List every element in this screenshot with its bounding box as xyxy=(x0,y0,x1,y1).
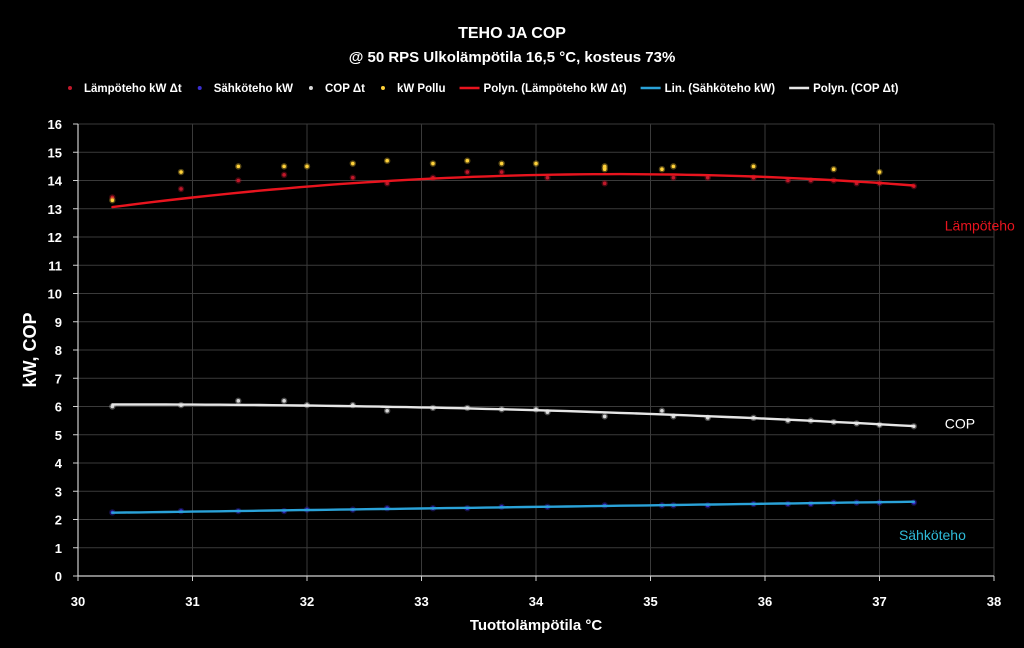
data-point xyxy=(282,164,286,169)
annotations: Lämpöteho COP Sähköteho xyxy=(899,218,1015,543)
y-tick-label: 9 xyxy=(55,315,62,330)
legend-marker xyxy=(68,86,72,90)
y-tick-label: 2 xyxy=(55,513,62,528)
annotation-label: Sähköteho xyxy=(899,527,966,543)
legend-item: Polyn. (COP Δt) xyxy=(789,83,899,95)
x-tick-label: 32 xyxy=(300,594,314,609)
y-tick-label: 3 xyxy=(55,484,62,499)
legend-item: Polyn. (Lämpöteho kW Δt) xyxy=(459,83,627,95)
x-tick-label: 31 xyxy=(185,594,199,609)
trendlines xyxy=(111,172,915,514)
legend-marker xyxy=(380,86,385,90)
data-point xyxy=(385,408,389,413)
y-tick-label: 16 xyxy=(48,117,62,132)
data-point xyxy=(671,175,676,180)
data-point xyxy=(602,167,607,171)
data-point xyxy=(877,170,882,174)
legend: Lämpöteho kW Δt Sähköteho kW COP Δt kW Poll… xyxy=(68,83,899,95)
data-point xyxy=(499,170,504,174)
legend-label: Lämpöteho kW Δt xyxy=(84,83,182,95)
data-point xyxy=(671,164,676,169)
data-point xyxy=(351,175,355,180)
y-tick-label: 7 xyxy=(55,371,62,386)
y-tick-label: 5 xyxy=(55,428,62,443)
y-tick-label: 11 xyxy=(48,258,62,273)
y-tick-label: 14 xyxy=(48,174,63,189)
annotation-label: Lämpöteho xyxy=(945,218,1015,234)
data-point xyxy=(545,175,550,180)
y-tick-label: 8 xyxy=(55,343,62,358)
data-point xyxy=(602,414,607,419)
chart-subtitle: @ 50 RPS Ulkolämpötila 16,5 °C, kosteus … xyxy=(349,49,676,66)
data-point xyxy=(236,399,241,403)
y-tick-label: 1 xyxy=(55,541,62,556)
data-point xyxy=(305,164,309,169)
data-point xyxy=(534,161,538,166)
y-tick-label: 15 xyxy=(48,145,62,160)
data-point xyxy=(602,181,607,186)
data-point xyxy=(465,170,470,174)
legend-label: Polyn. (Lämpöteho kW Δt) xyxy=(484,83,627,95)
data-point xyxy=(385,158,389,163)
x-tick-label: 33 xyxy=(414,594,428,609)
gridlines xyxy=(78,123,995,576)
data-point xyxy=(705,175,710,180)
x-tick-label: 37 xyxy=(872,594,886,609)
data-point xyxy=(110,195,115,200)
data-point xyxy=(110,198,115,203)
data-point xyxy=(351,161,355,166)
data-point xyxy=(236,164,241,169)
y-tick-label: 10 xyxy=(48,287,62,302)
x-tick-label: 30 xyxy=(71,594,85,609)
annotation-label: COP xyxy=(945,415,975,431)
legend-item: Lin. (Sähköteho kW) xyxy=(640,83,776,95)
data-point xyxy=(660,408,664,413)
legend-item: COP Δt xyxy=(308,83,365,95)
x-tick-label: 34 xyxy=(529,594,544,609)
legend-item: Lämpöteho kW Δt xyxy=(68,83,182,95)
trendline xyxy=(111,403,915,428)
x-tick-label: 36 xyxy=(758,594,772,609)
trendline xyxy=(111,172,915,209)
data-point xyxy=(660,167,664,171)
x-axis-label: Tuottolämpötila °C xyxy=(470,617,603,634)
data-point xyxy=(465,158,470,163)
legend-marker xyxy=(308,86,313,90)
legend-label: Sähköteho kW xyxy=(214,83,293,95)
legend-item: Sähköteho kW xyxy=(197,83,293,95)
series-kw-pollu xyxy=(109,157,883,204)
data-point xyxy=(499,161,504,166)
data-point xyxy=(236,178,241,183)
y-axis-label: kW, COP xyxy=(20,312,40,387)
legend-label: Lin. (Sähköteho kW) xyxy=(665,83,776,95)
data-point xyxy=(602,164,607,169)
x-tick-label: 35 xyxy=(643,594,657,609)
data-point xyxy=(282,173,286,177)
chart-title: TEHO JA COP xyxy=(458,25,566,42)
data-point xyxy=(179,170,183,174)
legend-label: COP Δt xyxy=(325,83,365,95)
y-tick-label: 13 xyxy=(48,202,62,217)
legend-label: Polyn. (COP Δt) xyxy=(813,83,899,95)
y-tick-label: 6 xyxy=(55,400,62,415)
data-point xyxy=(786,178,790,183)
data-point xyxy=(385,181,389,186)
legend-marker xyxy=(197,86,202,90)
y-tick-label: 0 xyxy=(55,569,62,584)
trendline xyxy=(111,500,915,514)
y-tick-label: 12 xyxy=(48,230,62,245)
data-point xyxy=(831,167,836,171)
x-tick-labels: 30 31 32 33 34 35 36 37 38 xyxy=(71,594,1001,609)
data-point xyxy=(282,399,286,403)
axes xyxy=(73,123,995,581)
legend-item: kW Pollu xyxy=(380,83,446,95)
data-point xyxy=(431,161,435,166)
y-tick-label: 4 xyxy=(55,456,63,471)
data-point xyxy=(751,164,756,169)
data-point xyxy=(179,187,183,191)
legend-label: kW Pollu xyxy=(397,83,446,95)
x-tick-label: 38 xyxy=(987,594,1001,609)
